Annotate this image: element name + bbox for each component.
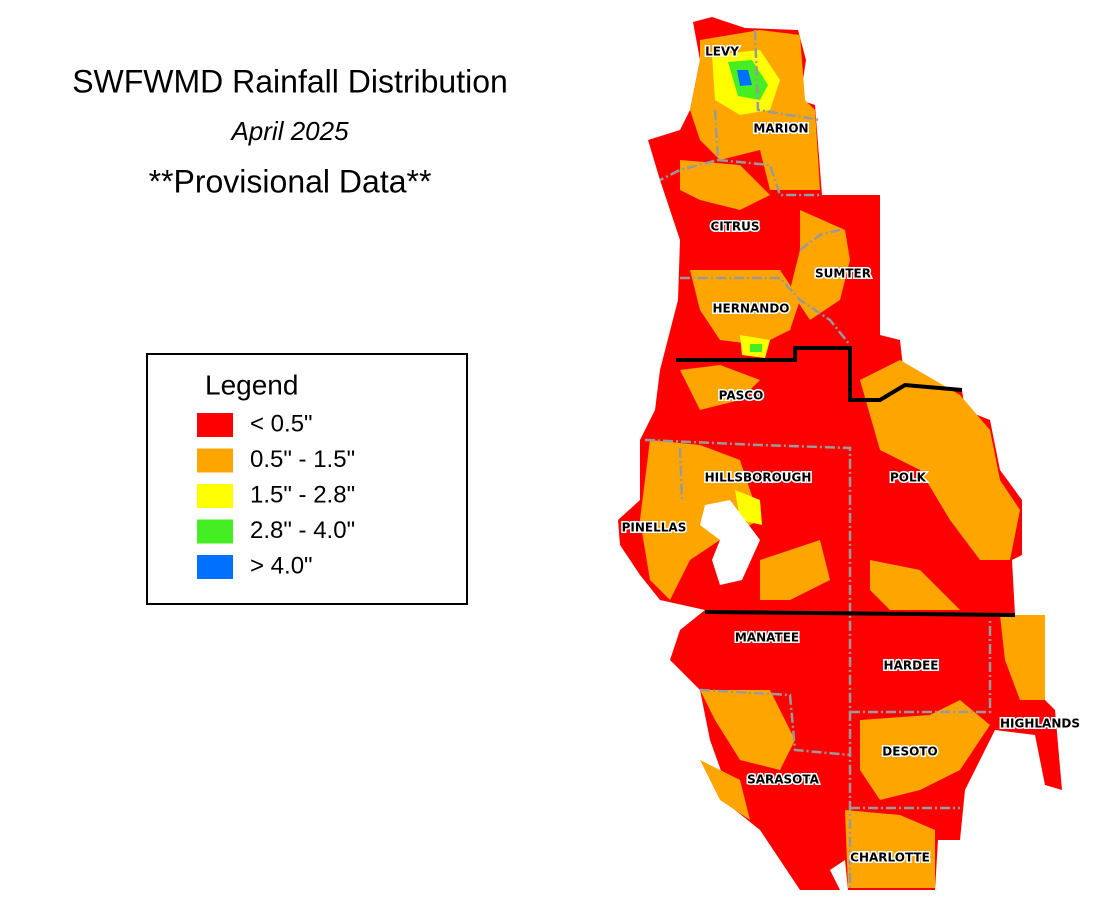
county-boundary [799,228,841,251]
region-boundary [676,346,963,402]
county-label: SUMTER [815,267,871,281]
county-label: CITRUS [710,220,759,234]
county-label: HIGHLANDS [1000,717,1080,731]
rain-over-4 [737,70,752,86]
legend-swatch [197,555,233,579]
county-label: DESOTO [882,745,937,759]
county-label: SARASOTA [747,773,820,787]
county-label: HILLSBOROUGH [705,471,812,485]
county-label: MANATEE [735,631,799,645]
legend-swatch [197,484,233,508]
county-labels: LEVY MARION CITRUS SUMTER HERNANDO PASCO… [620,43,1081,866]
county-label: PASCO [719,389,764,403]
map [618,17,1062,890]
county-label: CHARLOTTE [850,851,930,865]
county-label: POLK [890,471,927,485]
legend-label: 1.5" - 2.8" [250,481,355,508]
county-label: MARION [753,122,808,136]
county-boundary [678,447,684,501]
tampa-bay [700,500,760,585]
county-label: HERNANDO [712,302,789,316]
legend-label: > 4.0" [250,552,313,579]
subtitle: April 2025 [229,116,349,146]
county-boundary [699,688,851,757]
legend-label: 2.8" - 4.0" [250,517,355,544]
legend-title: Legend [205,369,298,400]
district-area [618,17,1062,890]
rain-0.5-1.5 [640,30,1045,888]
county-boundary [753,29,821,122]
title: SWFWMD Rainfall Distribution [72,63,508,99]
legend-swatch [197,448,233,473]
legend-swatch [197,519,233,544]
region-boundary [704,610,1016,617]
legend-label: < 0.5" [250,410,313,437]
county-boundary [659,109,720,182]
note: **Provisional Data** [149,163,432,199]
legend-swatch [197,413,233,437]
county-label: HARDEE [884,659,939,673]
county-boundary [850,620,992,714]
legend: Legend < 0.5" 0.5" - 1.5" 1.5" - 2.8" 2.8" … [146,353,468,605]
county-boundary [717,158,822,197]
county-label: PINELLAS [622,521,687,535]
legend-label: 0.5" - 1.5" [250,446,355,473]
county-boundary [644,438,852,890]
county-label: LEVY [705,45,739,59]
county-boundary [680,276,851,346]
